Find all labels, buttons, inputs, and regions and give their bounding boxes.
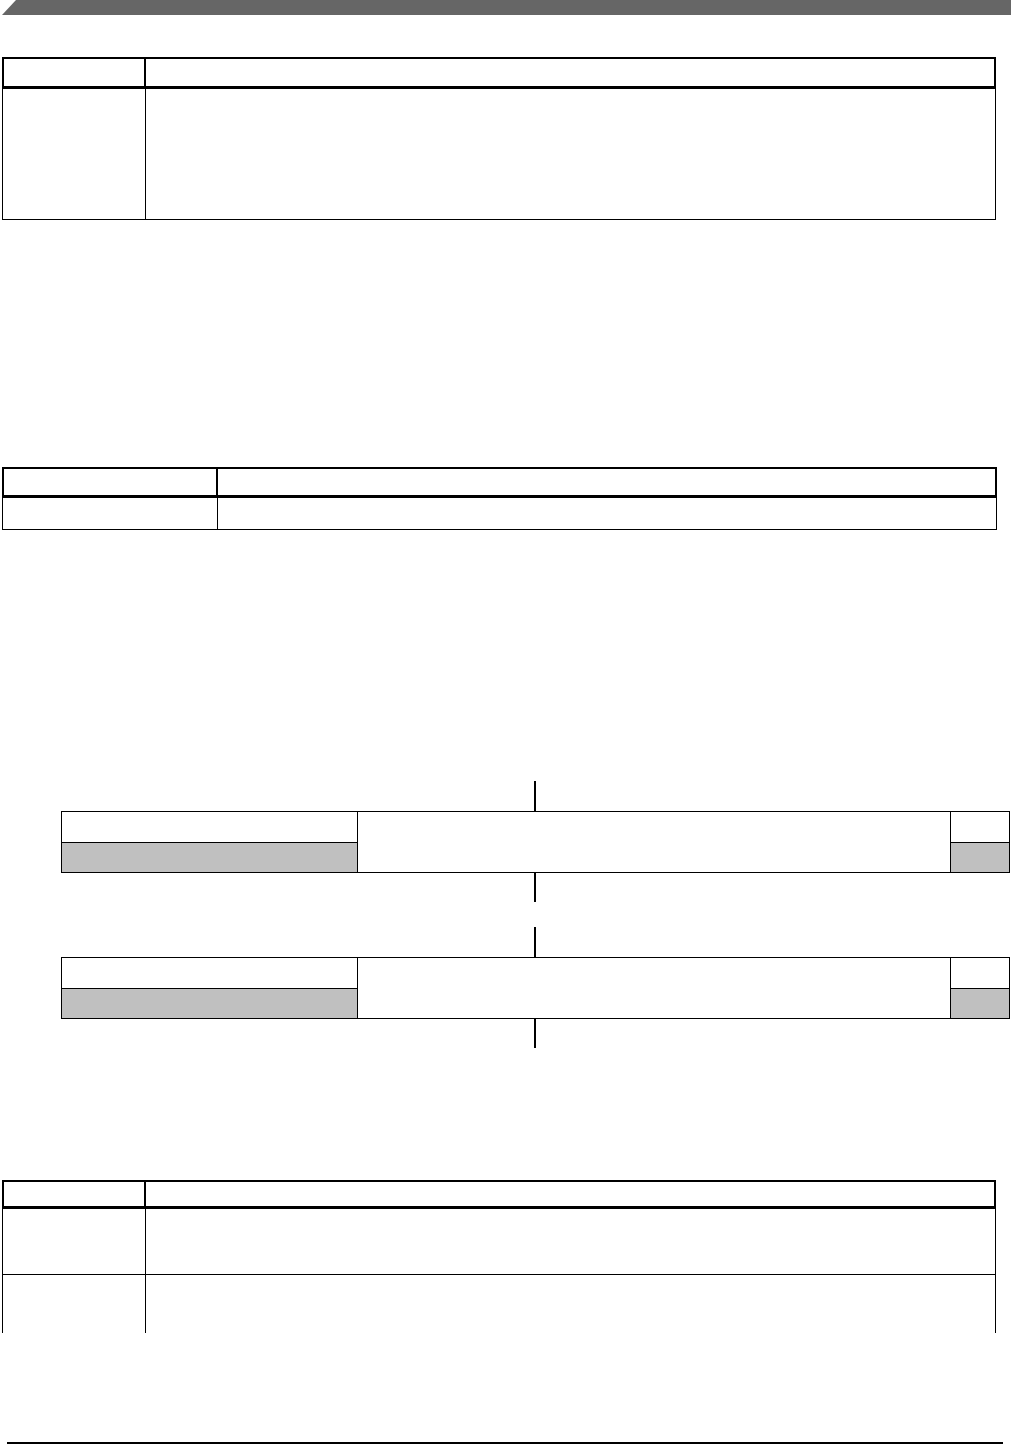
top-table (2, 57, 996, 220)
top-table-body-cell-right (146, 89, 995, 219)
middle-table-header-cell-right (218, 469, 995, 495)
bottom-table-row-1-cell-left (3, 1209, 146, 1274)
bit-cell-left-bottom-shaded (61, 988, 358, 1019)
top-table-header-row (2, 57, 996, 89)
bottom-table-header-cell-left (4, 1182, 146, 1206)
bottom-table-row-2-cell-left (3, 1275, 146, 1333)
register-diagram-1-table (61, 811, 1010, 873)
bit-cell-left-bottom-shaded (61, 842, 358, 873)
middle-table-body-cell-left (3, 498, 218, 529)
diagram-2-center-tick-top (534, 927, 536, 957)
footer-rule (7, 1442, 1003, 1444)
top-table-header-cell-right (146, 59, 994, 86)
middle-table-body-row (2, 498, 997, 530)
bottom-table-row-1 (2, 1209, 996, 1275)
diagram-1-center-tick-bottom (534, 873, 536, 902)
bit-cell-middle (357, 811, 951, 873)
bit-cell-left-top (61, 957, 358, 989)
bit-cell-middle (357, 957, 951, 1019)
diagram-2-center-tick-bottom (534, 1019, 536, 1048)
header-band (2, 0, 1011, 15)
middle-table (2, 467, 997, 530)
register-diagram-1 (61, 781, 1011, 902)
top-table-body-cell-left (3, 89, 146, 219)
register-diagram-2 (61, 927, 1011, 1048)
top-table-body-row (2, 89, 996, 220)
bit-cell-left-top (61, 811, 358, 843)
bottom-table-header-row (2, 1180, 996, 1209)
bottom-table-header-cell-right (146, 1182, 994, 1206)
bottom-table-row-1-cell-right (146, 1209, 995, 1274)
bottom-table-row-2-cell-right (146, 1275, 995, 1333)
diagram-1-center-tick-top (534, 781, 536, 811)
bit-cell-right-bottom-shaded (950, 988, 1010, 1019)
bit-cell-right-top (950, 811, 1010, 843)
bottom-table (2, 1180, 996, 1333)
bit-cell-right-top (950, 957, 1010, 989)
bit-cell-right-bottom-shaded (950, 842, 1010, 873)
top-table-header-cell-left (4, 59, 146, 86)
bottom-table-row-2 (2, 1275, 996, 1333)
middle-table-header-row (2, 467, 997, 498)
middle-table-body-cell-right (218, 498, 996, 529)
register-diagram-2-table (61, 957, 1010, 1019)
middle-table-header-cell-left (4, 469, 218, 495)
